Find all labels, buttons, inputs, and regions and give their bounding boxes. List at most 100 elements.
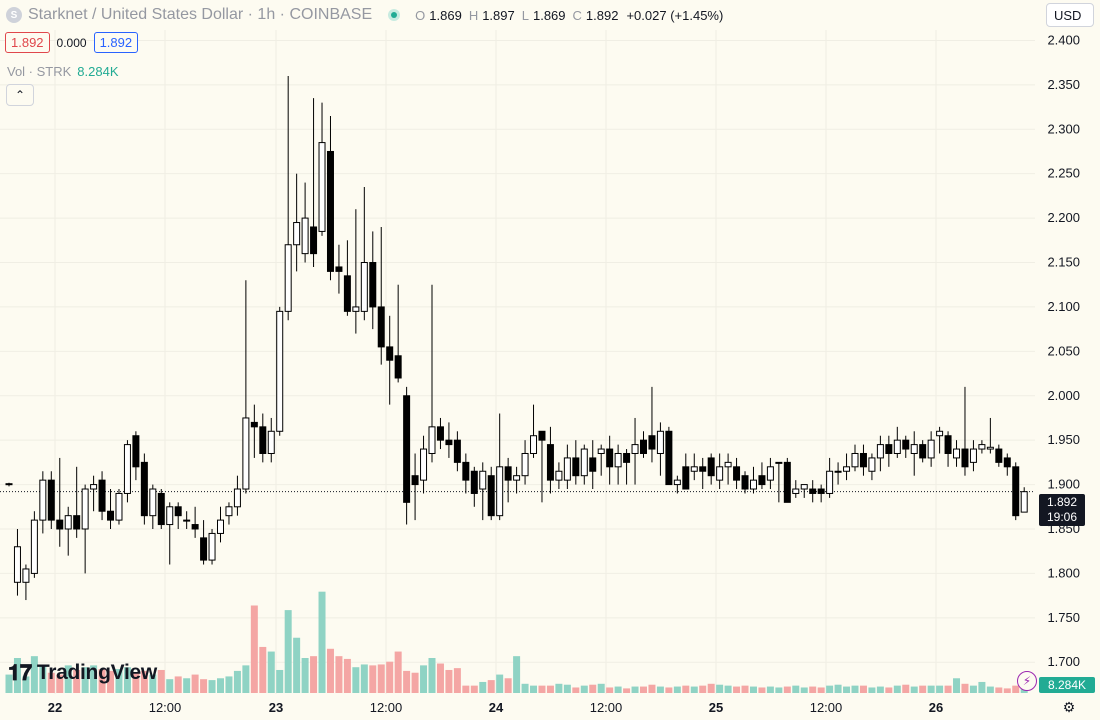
time-tick-label: 12:00 [810, 700, 843, 715]
volume-bar [200, 679, 208, 693]
trade-panel: 1.892 0.000 1.892 [5, 32, 139, 53]
candle-body [690, 466, 698, 472]
candle [978, 440, 986, 454]
currency-selector[interactable]: USD [1046, 3, 1094, 27]
candle [487, 466, 495, 521]
volume-bars [5, 591, 1028, 693]
candle-body [360, 262, 368, 312]
settings-icon[interactable]: ⚙︎ [1062, 698, 1076, 715]
candle-body [707, 457, 715, 477]
open-value: 1.869 [429, 7, 462, 23]
candle [470, 466, 478, 507]
candle-body [555, 470, 563, 481]
candle-body [462, 461, 470, 481]
candle [445, 422, 453, 458]
grid [0, 30, 1035, 694]
volume-bar [90, 665, 98, 693]
volume-bar [902, 684, 910, 693]
volume-axis-label: 8.284K [1039, 677, 1095, 693]
volume-bar [115, 669, 123, 693]
candle [572, 440, 580, 485]
volume-bar [893, 685, 901, 693]
candle-body [352, 306, 360, 312]
volume-bar [961, 683, 969, 693]
symbol-title[interactable]: Starknet / United States Dollar · 1h · C… [28, 6, 373, 23]
candle [174, 502, 182, 529]
candle-body [910, 444, 918, 454]
time-tick-label: 12:00 [149, 700, 182, 715]
candle [504, 457, 512, 503]
candle-body [420, 448, 428, 481]
candle-body [589, 457, 597, 472]
candle-body [98, 479, 106, 512]
buy-button[interactable]: 1.892 [93, 32, 139, 53]
volume-bar [225, 676, 233, 693]
sell-button[interactable]: 1.892 [5, 32, 50, 53]
volume-bar [733, 686, 741, 693]
volume-bar [766, 686, 774, 693]
candle [809, 480, 817, 503]
candle-body [1012, 466, 1020, 517]
volume-label: Vol · STRK [7, 64, 72, 79]
candle [1020, 487, 1028, 513]
volume-bar [233, 670, 241, 693]
candle-body [386, 346, 394, 361]
volume-bar [157, 669, 165, 693]
time-axis[interactable]: 22 12:00 23 12:00 24 12:00 25 12:00 26 [48, 700, 943, 715]
price-tick-label: 1.900 [1047, 477, 1080, 492]
volume-bar [969, 685, 977, 693]
candle-body [792, 488, 800, 494]
price-axis[interactable]: 2.400 2.350 2.300 2.250 2.200 2.150 2.100 2.050… [1047, 32, 1080, 669]
candle-body [394, 355, 402, 379]
candle [648, 386, 656, 463]
market-status-icon[interactable] [388, 9, 401, 21]
volume-bar [817, 687, 825, 693]
candle-body [301, 217, 309, 255]
candle [826, 457, 834, 498]
candle-body [648, 435, 656, 450]
lightning-icon[interactable]: ⚡︎ [1017, 671, 1037, 691]
candle-body [673, 479, 681, 486]
volume-bar [868, 687, 876, 693]
candle-body [606, 448, 614, 468]
candle [597, 444, 605, 476]
candle-body [995, 448, 1003, 463]
candle [90, 475, 98, 512]
candle-body [665, 430, 673, 486]
candle-body [73, 515, 81, 530]
volume-bar [876, 686, 884, 693]
candle [563, 444, 571, 490]
candle [859, 444, 867, 476]
volume-bar [521, 683, 529, 693]
volume-bar [56, 674, 64, 693]
candle [885, 435, 893, 467]
volume-bar [851, 685, 859, 693]
candle-body [546, 444, 554, 481]
high-label: H [468, 7, 479, 23]
low-label: L [521, 7, 529, 23]
volume-bar [30, 656, 38, 693]
candle-body [242, 417, 250, 490]
candle [22, 564, 30, 601]
candle-body [944, 435, 952, 454]
tradingview-logo[interactable]: 𝟏𝟕 TradingView [8, 660, 157, 686]
candle-body [335, 266, 343, 272]
candle-body [530, 435, 538, 454]
volume-bar [183, 678, 191, 693]
candle-body [851, 452, 859, 468]
symbol-header: S Starknet / United States Dollar · 1h ·… [6, 5, 723, 25]
volume-bar [800, 687, 808, 693]
candle [293, 173, 301, 272]
candle [640, 431, 647, 458]
collapse-legend-button[interactable]: ⌃ [6, 84, 34, 106]
volume-bar [301, 658, 309, 693]
volume-bar [690, 686, 698, 693]
candle [800, 484, 808, 498]
candle-body [56, 519, 64, 530]
candle [98, 471, 106, 521]
candle [656, 422, 664, 476]
volume-bar [360, 664, 368, 693]
volume-bar [563, 684, 571, 693]
volume-bar [250, 605, 258, 693]
